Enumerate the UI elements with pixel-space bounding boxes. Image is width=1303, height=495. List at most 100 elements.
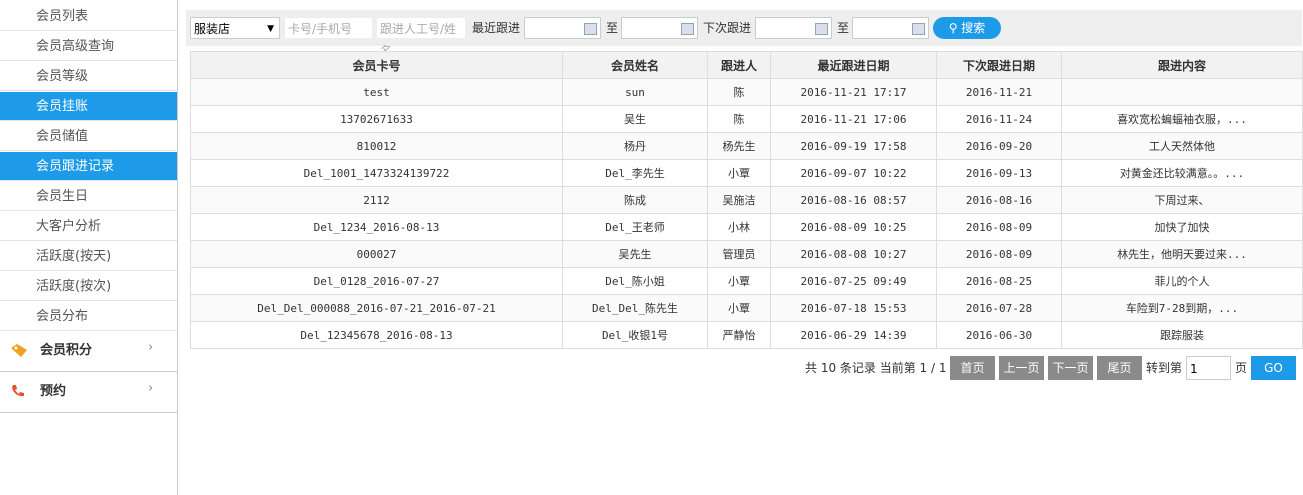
table-cell: Del_收银1号 — [562, 321, 708, 349]
table-cell: Del_0128_2016-07-27 — [190, 267, 563, 295]
table-cell: 吴生 — [562, 105, 708, 133]
table-cell: 加快了加快 — [1061, 213, 1303, 241]
table-cell: 2016-09-07 10:22 — [770, 159, 937, 187]
table-cell: 对黄金还比较满意。。... — [1061, 159, 1303, 187]
group-label: 预约 — [40, 384, 67, 399]
staff-input[interactable]: 跟进人工号/姓名 — [376, 17, 466, 58]
menu-item[interactable]: 活跃度(按次) — [0, 272, 177, 301]
table-cell: 2016-07-25 09:49 — [770, 267, 937, 295]
label: 下次跟进 — [703, 21, 752, 35]
table-cell: 2016-11-21 17:17 — [770, 78, 937, 106]
page-summary: 共 10 条记录 当前第 1 / 1 — [805, 361, 947, 375]
tag-icon — [11, 344, 27, 357]
table-row: Del_12345678_2016-08-13 Del_收银1号 严静怡 2016-0… — [190, 321, 1303, 349]
table-cell: 2016-11-24 — [936, 105, 1062, 133]
card-input[interactable]: 卡号/手机号 — [284, 17, 373, 39]
table-cell: 000027 — [190, 240, 563, 268]
date-input[interactable] — [755, 17, 832, 39]
table-row: Del_1234_2016-08-13 Del_王老师 小林 2016-08-09 1… — [190, 213, 1303, 241]
table-row: test sun 陈 2016-11-21 17:17 2016-11-21 — [190, 78, 1303, 106]
table-row: Del_Del_000088_2016-07-21_2016-07-21 Del_… — [190, 294, 1303, 322]
calendar-icon — [584, 23, 597, 35]
calendar-icon — [815, 23, 828, 35]
table-cell: 2016-07-18 15:53 — [770, 294, 937, 322]
header-cell: 会员姓名 — [562, 51, 708, 79]
date-input[interactable] — [852, 17, 929, 39]
prev-button[interactable]: 上一页 — [999, 356, 1044, 380]
table-cell: Del_1001_1473324139722 — [190, 159, 563, 187]
table-cell: 2112 — [190, 186, 563, 214]
store-select[interactable]: 服装店 ▼ — [190, 17, 280, 39]
table-row: Del_1001_1473324139722 Del_李先生 小覃 2016-09-0… — [190, 159, 1303, 187]
date-input[interactable] — [621, 17, 698, 39]
table-cell: 2016-09-20 — [936, 132, 1062, 160]
label: 至 — [606, 21, 619, 35]
label: 最近跟进 — [472, 21, 521, 35]
table-cell: Del_陈小姐 — [562, 267, 708, 295]
first-button[interactable]: 首页 — [950, 356, 995, 380]
table-cell: Del_王老师 — [562, 213, 708, 241]
menu-item[interactable]: 会员高级查询 — [0, 32, 177, 61]
label: 至 — [837, 21, 850, 35]
menu-item[interactable]: 会员挂账 — [0, 92, 177, 121]
date-input[interactable] — [524, 17, 601, 39]
go-button[interactable]: GO — [1251, 356, 1296, 380]
table-cell: 2016-11-21 17:06 — [770, 105, 937, 133]
table-cell: 小覃 — [707, 267, 771, 295]
calendar-icon — [681, 23, 694, 35]
menu-item[interactable]: 会员等级 — [0, 62, 177, 91]
menu-group[interactable]: 预约 › — [0, 372, 177, 413]
table-row: 000027 吴先生 管理员 2016-08-08 10:27 2016-08-09 林先… — [190, 240, 1303, 268]
table-cell: Del_Del_000088_2016-07-21_2016-07-21 — [190, 294, 563, 322]
table-cell: 2016-08-08 10:27 — [770, 240, 937, 268]
last-button[interactable]: 尾页 — [1097, 356, 1142, 380]
table-cell: 杨先生 — [707, 132, 771, 160]
table-cell: 杨丹 — [562, 132, 708, 160]
dropdown-arrow: ▼ — [267, 24, 274, 34]
header-row: 会员卡号 会员姓名 跟进人 最近跟进日期 下次跟进日期 跟进内容 — [190, 51, 1303, 79]
table-cell: 2016-08-09 10:25 — [770, 213, 937, 241]
table-cell: 2016-08-09 — [936, 240, 1062, 268]
table-cell: 吴先生 — [562, 240, 708, 268]
table-cell: 2016-06-30 — [936, 321, 1062, 349]
menu-item[interactable]: 会员分布 — [0, 302, 177, 331]
header-cell: 跟进内容 — [1061, 51, 1303, 79]
table-cell: 林先生，他明天要过来... — [1061, 240, 1303, 268]
table-cell: 管理员 — [707, 240, 771, 268]
page-input[interactable]: 1 — [1186, 356, 1231, 380]
search-button[interactable]: ⚲ 搜索 — [933, 17, 1001, 39]
phone-icon — [12, 385, 24, 397]
menu-item[interactable]: 会员储值 — [0, 122, 177, 151]
menu-item[interactable]: 会员列表 — [0, 2, 177, 31]
table-cell: 车险到7-28到期，... — [1061, 294, 1303, 322]
menu-item[interactable]: 会员生日 — [0, 182, 177, 211]
next-button[interactable]: 下一页 — [1048, 356, 1093, 380]
header-cell: 最近跟进日期 — [770, 51, 937, 79]
table-cell: Del_12345678_2016-08-13 — [190, 321, 563, 349]
group-label: 会员积分 — [40, 343, 93, 358]
header-cell: 下次跟进日期 — [936, 51, 1062, 79]
table-cell: Del_Del_陈先生 — [562, 294, 708, 322]
table-cell: 2016-09-13 — [936, 159, 1062, 187]
menu-item[interactable]: 活跃度(按天) — [0, 242, 177, 271]
table-cell: 2016-11-21 — [936, 78, 1062, 106]
table-row: Del_0128_2016-07-27 Del_陈小姐 小覃 2016-07-25 0… — [190, 267, 1303, 295]
menu-item[interactable]: 会员跟进记录 — [0, 152, 177, 181]
button-label: 搜索 — [961, 21, 986, 35]
table-row: 2112 陈成 吴施洁 2016-08-16 08:57 2016-08-16 下周过来、 — [190, 186, 1303, 214]
table-cell: 喜欢宽松蝙蝠袖衣服，... — [1061, 105, 1303, 133]
menu-group[interactable]: 会员积分 › — [0, 331, 177, 372]
table-cell: 810012 — [190, 132, 563, 160]
table-cell: 2016-08-25 — [936, 267, 1062, 295]
table-cell: 小覃 — [707, 294, 771, 322]
table-cell: 2016-06-29 14:39 — [770, 321, 937, 349]
table-cell: 工人天然体他 — [1061, 132, 1303, 160]
table-cell: 2016-09-19 17:58 — [770, 132, 937, 160]
table-cell: sun — [562, 78, 708, 106]
table-cell: 小林 — [707, 213, 771, 241]
menu-item[interactable]: 大客户分析 — [0, 212, 177, 241]
calendar-icon — [912, 23, 925, 35]
table-cell: 2016-07-28 — [936, 294, 1062, 322]
table-cell: 陈 — [707, 78, 771, 106]
